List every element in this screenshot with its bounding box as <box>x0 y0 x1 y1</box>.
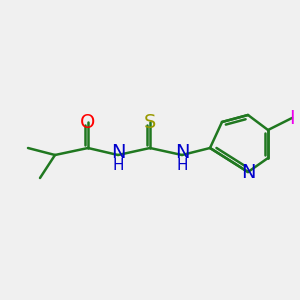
Text: H: H <box>112 158 124 173</box>
Text: H: H <box>176 158 188 173</box>
Text: N: N <box>111 143 125 163</box>
Text: I: I <box>289 109 295 128</box>
Text: N: N <box>241 163 255 182</box>
Text: N: N <box>175 143 189 163</box>
Text: O: O <box>80 112 96 131</box>
Text: S: S <box>144 112 156 131</box>
